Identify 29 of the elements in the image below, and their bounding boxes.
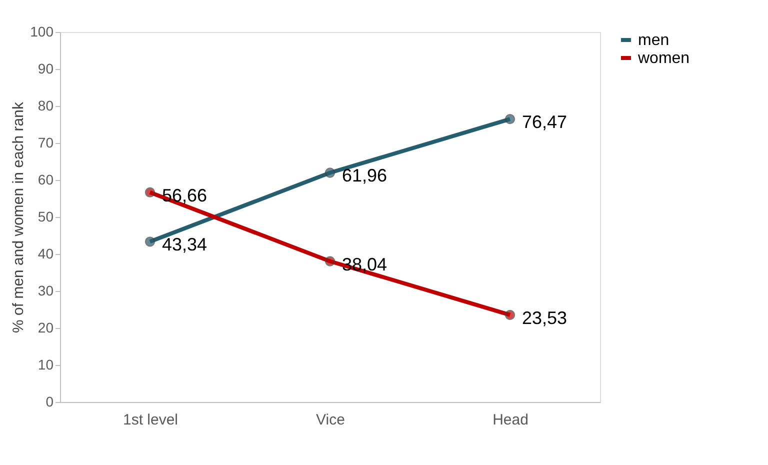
data-label: 38,04 — [342, 254, 388, 274]
point — [144, 187, 156, 198]
point — [324, 256, 336, 266]
y-tick-label: 0 — [46, 394, 54, 410]
y-tick-label: 50 — [38, 208, 54, 224]
legend-label: men — [638, 32, 670, 49]
point — [504, 310, 516, 320]
data-label: 23,53 — [522, 308, 568, 328]
data-label: 61,96 — [342, 166, 388, 186]
y-tick-label: 60 — [38, 172, 54, 188]
y-tick-label: 30 — [38, 282, 54, 298]
y-tick-label: 20 — [38, 320, 54, 336]
x-tick-label: Head — [492, 412, 528, 428]
point — [504, 114, 516, 124]
y-axis-title: % of men and women in each rank — [10, 102, 28, 333]
y-tick-label: 10 — [38, 356, 54, 372]
data-label: 76,47 — [522, 112, 568, 132]
y-tick-label: 90 — [38, 60, 54, 76]
data-label: 43,34 — [162, 234, 208, 255]
legend-label: women — [637, 50, 690, 67]
y-tick-label: 40 — [38, 246, 54, 262]
y-tick-label: 80 — [38, 98, 54, 114]
point — [144, 236, 156, 247]
x-tick-label: Vice — [316, 412, 345, 428]
x-tick-label: 1st level — [122, 412, 178, 428]
data-label: 56,66 — [162, 185, 208, 206]
point — [324, 168, 336, 178]
y-tick-label: 100 — [30, 24, 54, 40]
y-tick-label: 70 — [38, 134, 54, 150]
